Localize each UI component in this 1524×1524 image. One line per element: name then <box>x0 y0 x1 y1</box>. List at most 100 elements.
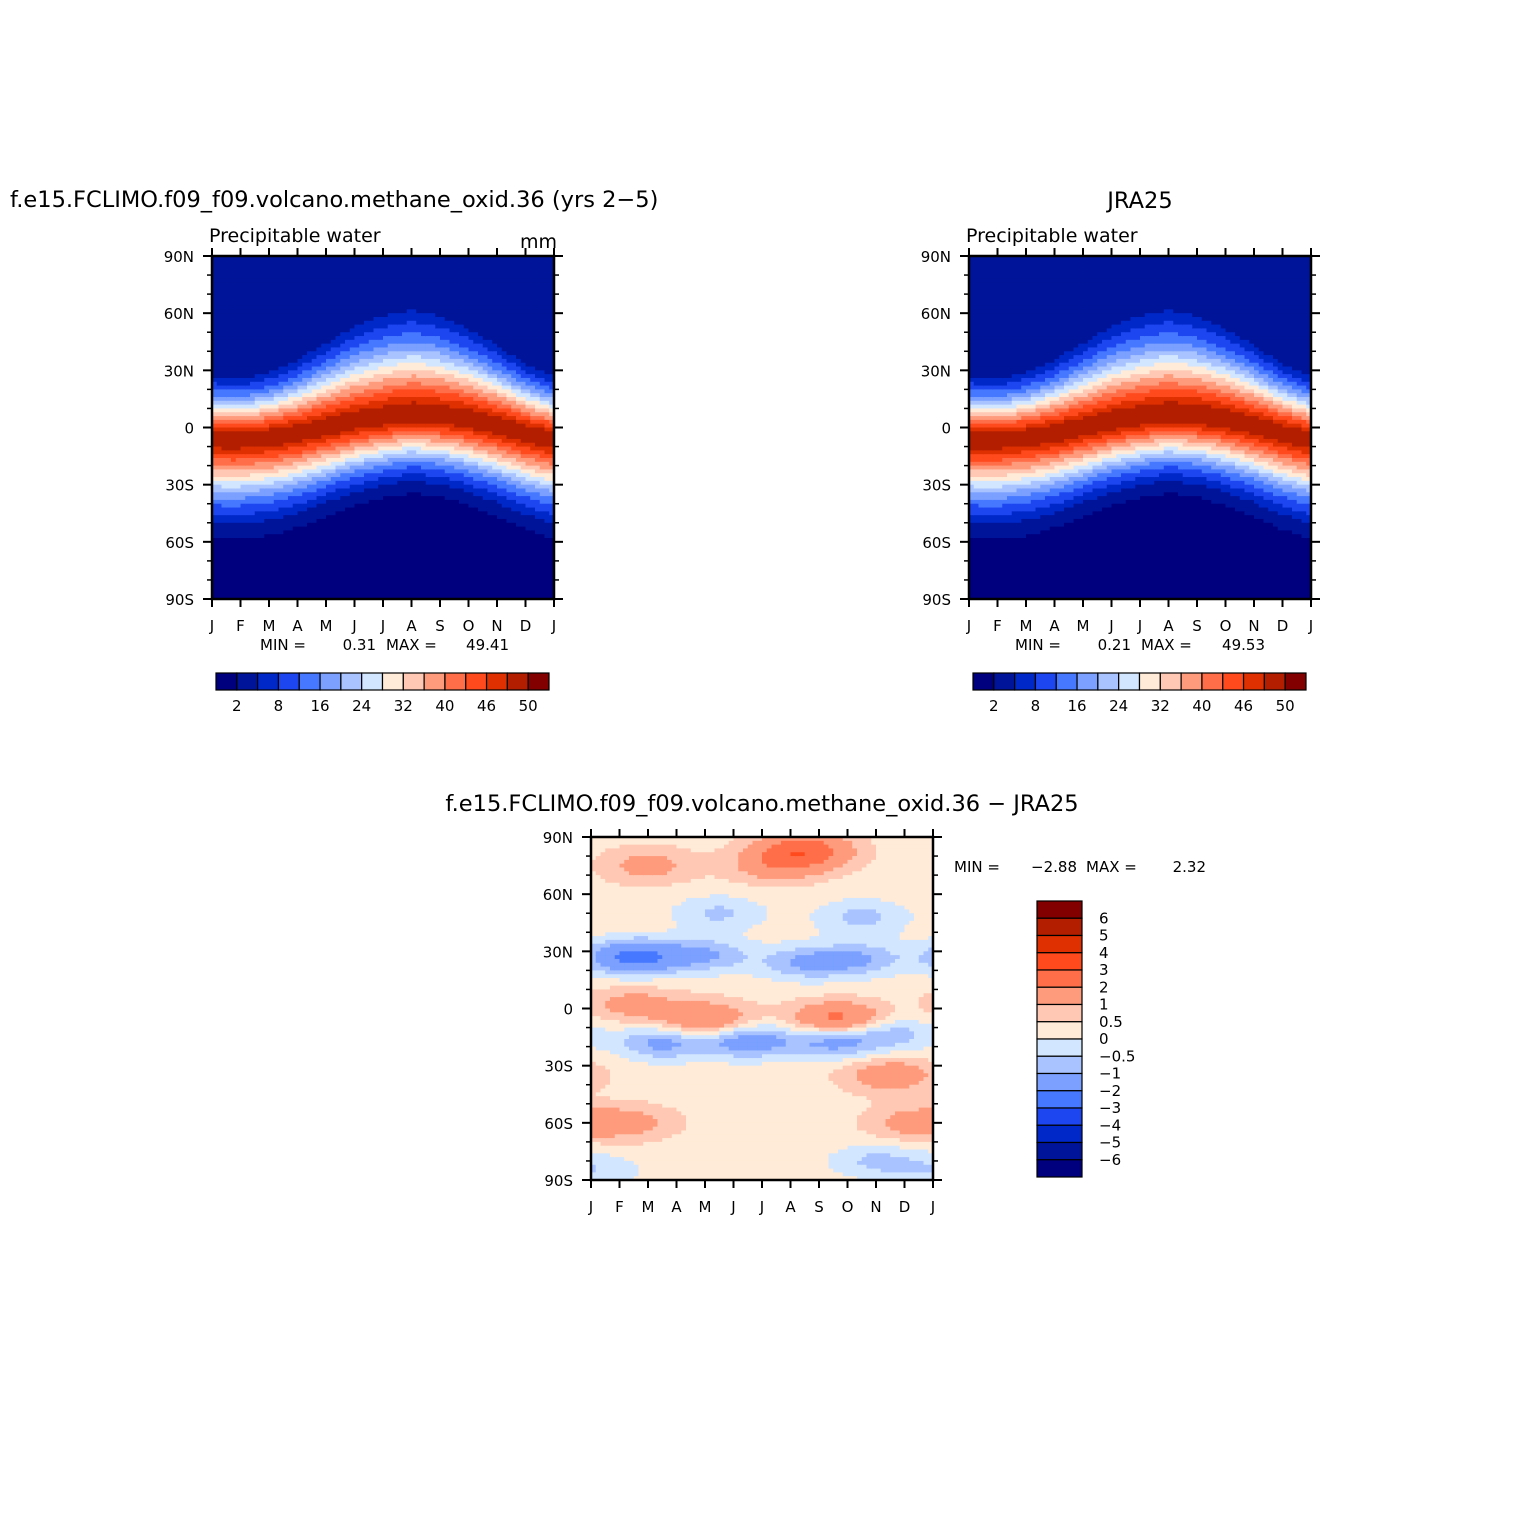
field-cell <box>359 587 365 592</box>
field-cell <box>349 568 356 573</box>
field-cell <box>383 381 389 387</box>
field-cell <box>250 343 256 349</box>
field-cell <box>411 503 417 509</box>
field-cell <box>288 374 294 379</box>
field-cell <box>250 278 256 284</box>
field-cell <box>254 477 261 482</box>
field-cell <box>473 320 479 326</box>
field-cell <box>326 427 332 432</box>
field-cell <box>212 591 218 596</box>
field-cell <box>340 275 346 280</box>
field-cell <box>449 545 455 551</box>
field-cell <box>250 385 256 390</box>
field-cell <box>378 568 384 573</box>
field-cell <box>392 389 398 394</box>
field-cell <box>430 385 436 390</box>
field-cell <box>264 324 270 330</box>
field-cell <box>411 381 417 387</box>
field-cell <box>435 541 441 547</box>
field-cell <box>340 324 346 330</box>
field-cell <box>402 431 408 436</box>
field-cell <box>373 397 379 402</box>
field-cell <box>435 477 441 482</box>
field-cell <box>292 370 299 375</box>
field-cell <box>250 560 256 566</box>
field-cell <box>473 385 479 390</box>
field-cell <box>302 587 308 592</box>
field-cell <box>212 457 218 463</box>
field-cell <box>359 572 365 577</box>
field-cell <box>364 511 370 516</box>
field-cell <box>321 469 327 474</box>
field-cell <box>326 587 332 592</box>
field-cell <box>459 336 465 341</box>
field-cell <box>212 564 218 570</box>
field-cell <box>297 507 303 512</box>
field-cell <box>326 267 332 272</box>
field-cell <box>226 564 232 570</box>
field-cell <box>311 530 318 535</box>
field-cell <box>387 305 394 310</box>
field-cell <box>454 286 460 291</box>
field-cell <box>307 328 313 333</box>
field-cell <box>278 423 284 429</box>
field-cell <box>297 583 303 589</box>
field-cell <box>221 343 227 349</box>
field-cell <box>349 595 356 600</box>
field-cell <box>288 343 294 349</box>
field-cell <box>226 339 232 345</box>
field-cell <box>459 370 465 375</box>
field-cell <box>373 263 379 269</box>
field-cell <box>269 446 275 451</box>
field-cell <box>288 534 294 539</box>
field-cell <box>316 446 322 451</box>
field-cell <box>264 381 270 387</box>
field-cell <box>278 305 284 310</box>
field-cell <box>392 564 398 570</box>
field-cell <box>335 286 341 291</box>
field-cell <box>449 336 455 341</box>
field-cell <box>387 267 394 272</box>
field-cell <box>326 263 332 269</box>
field-cell <box>221 518 227 524</box>
field-cell <box>430 313 436 318</box>
field-cell <box>397 332 403 337</box>
field-cell <box>245 313 251 318</box>
field-cell <box>307 278 313 284</box>
field-cell <box>316 579 322 585</box>
field-cell <box>264 515 270 520</box>
field-cell <box>254 518 261 524</box>
field-cell <box>311 419 318 425</box>
field-cell <box>397 313 403 318</box>
field-cell <box>349 324 356 330</box>
field-cell <box>302 374 308 379</box>
field-cell <box>311 324 318 330</box>
field-cell <box>378 355 384 360</box>
field-cell <box>326 465 332 471</box>
field-cell <box>259 423 265 429</box>
field-cell <box>454 336 460 341</box>
field-cell <box>435 488 441 493</box>
field-cell <box>459 328 465 333</box>
field-cell <box>335 393 341 398</box>
field-cell <box>406 427 413 432</box>
field-cell <box>335 477 341 482</box>
field-cell <box>297 526 303 531</box>
field-cell <box>216 587 223 592</box>
field-cell <box>402 397 408 402</box>
field-cell <box>330 416 337 421</box>
field-cell <box>345 343 351 349</box>
field-cell <box>349 347 356 352</box>
field-cell <box>273 469 280 474</box>
field-cell <box>235 404 242 410</box>
field-cell <box>283 553 289 558</box>
field-cell <box>411 477 417 482</box>
field-cell <box>326 343 332 349</box>
field-cell <box>368 534 375 539</box>
field-cell <box>278 522 284 528</box>
field-cell <box>254 412 261 417</box>
field-cell <box>245 576 251 581</box>
field-cell <box>397 534 403 539</box>
field-cell <box>459 259 465 265</box>
field-cell <box>235 511 242 516</box>
